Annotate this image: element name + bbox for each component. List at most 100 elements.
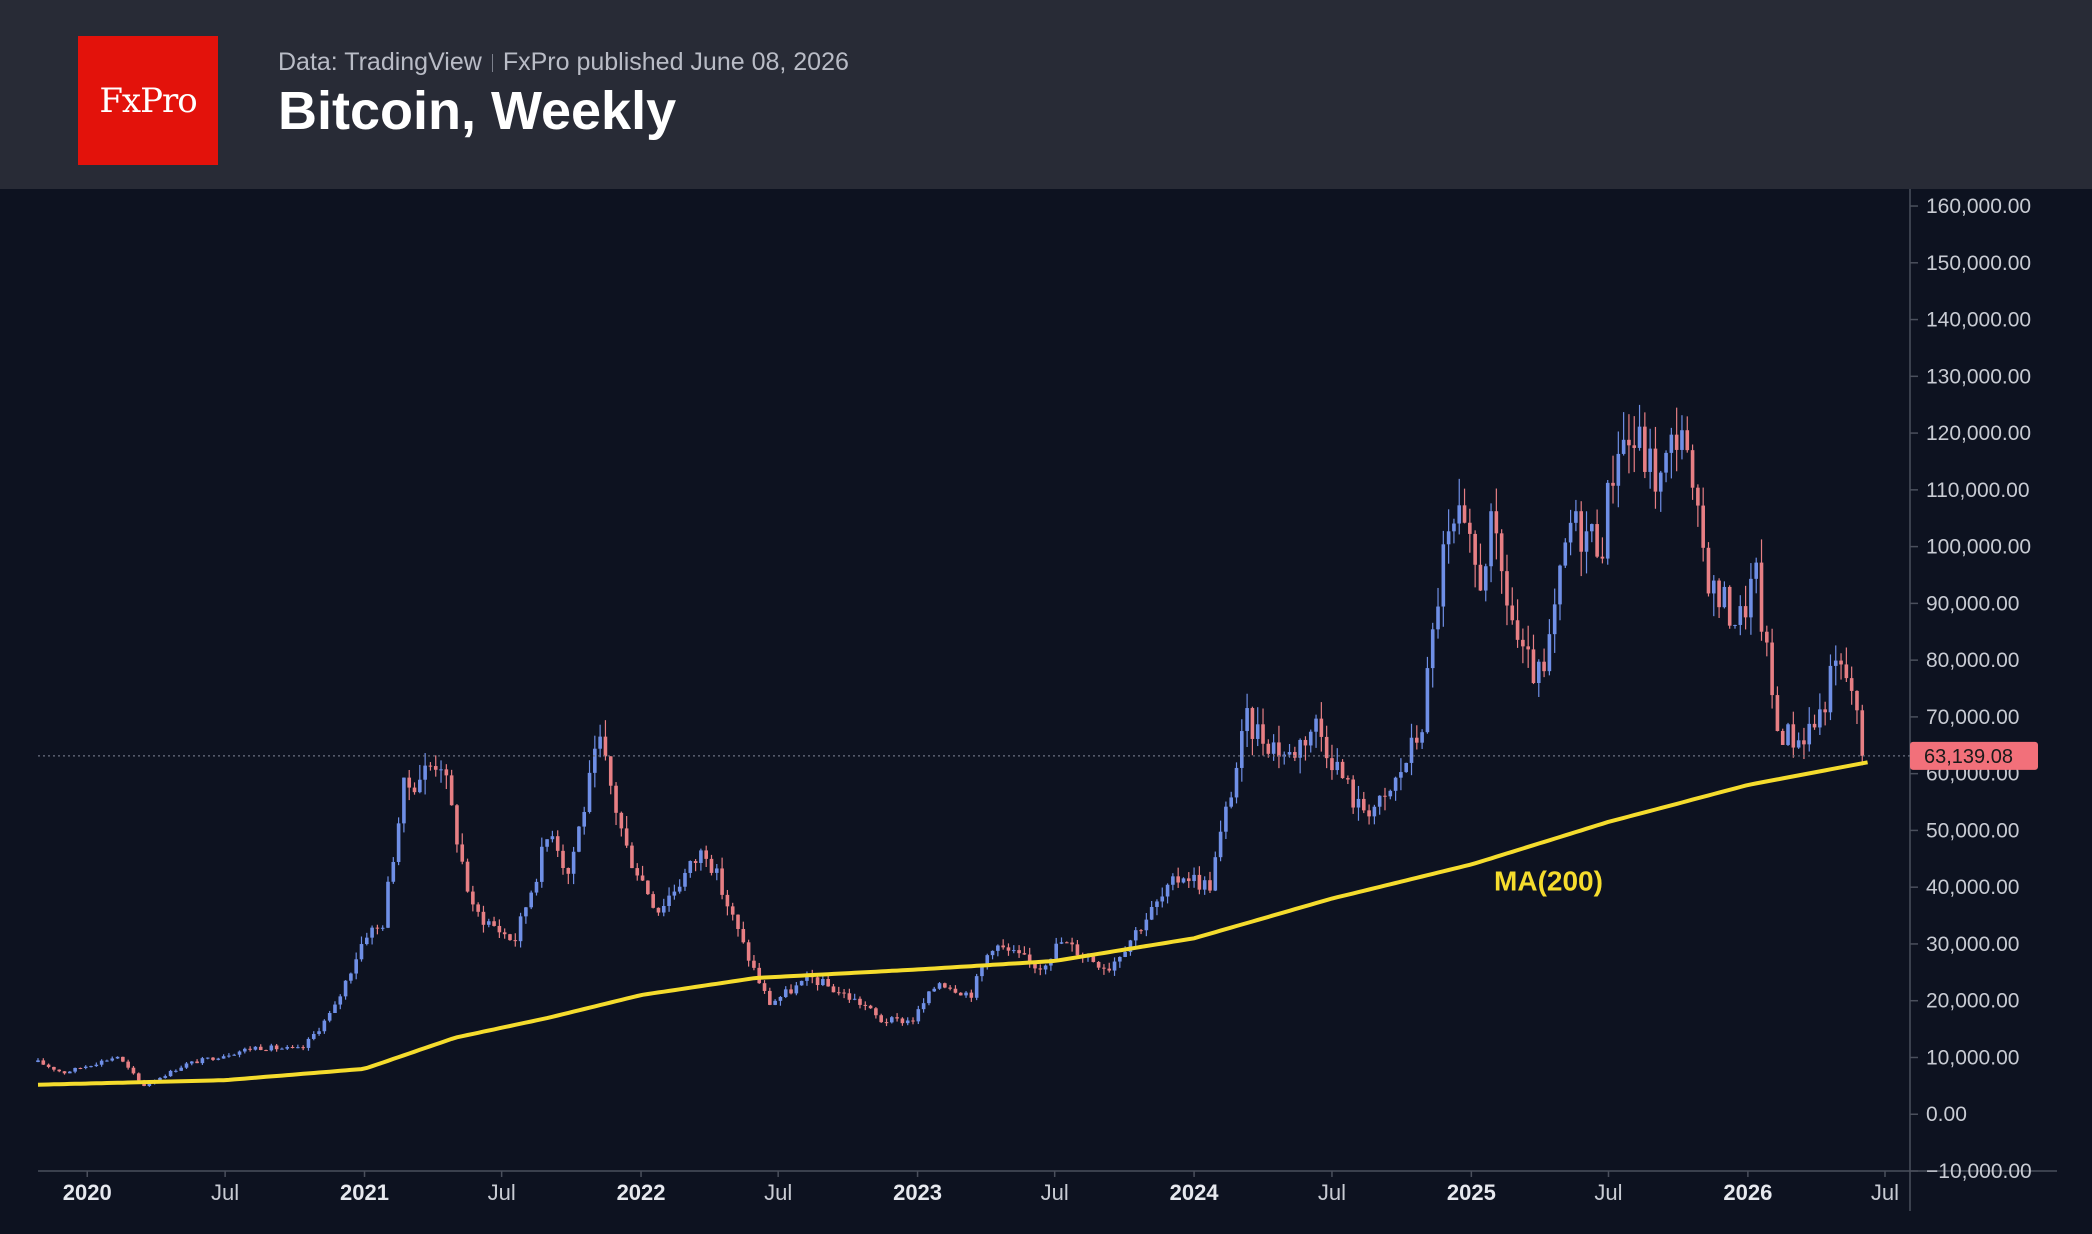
candle-body xyxy=(900,1018,905,1024)
candle xyxy=(189,1061,194,1066)
candle-body xyxy=(1335,761,1340,771)
candle xyxy=(1436,587,1440,639)
candle-body xyxy=(195,1061,199,1064)
candle xyxy=(1648,428,1652,489)
candle-body xyxy=(428,765,433,767)
candle-body xyxy=(1664,452,1668,473)
candle-body xyxy=(1658,472,1663,492)
candle-body xyxy=(905,1020,910,1024)
candle xyxy=(460,833,465,865)
candle xyxy=(232,1053,237,1056)
candle-body xyxy=(794,985,799,994)
candle xyxy=(327,1010,332,1023)
candle xyxy=(131,1066,136,1075)
candle-body xyxy=(1542,661,1546,672)
candle xyxy=(709,854,714,876)
candle xyxy=(699,848,703,871)
candle xyxy=(1229,791,1234,809)
candle xyxy=(1351,775,1355,814)
candle xyxy=(688,860,693,878)
candle-body xyxy=(1833,660,1838,666)
candle-body xyxy=(539,846,544,882)
candle-body xyxy=(1314,718,1318,732)
candle xyxy=(1181,877,1186,884)
candle xyxy=(725,889,730,916)
candle-body xyxy=(1627,439,1631,446)
candle xyxy=(1017,945,1021,958)
candle-body xyxy=(1107,968,1112,971)
candle xyxy=(110,1056,115,1062)
candle-body xyxy=(1531,649,1536,684)
candle-body xyxy=(921,1003,926,1010)
candle xyxy=(1547,619,1552,676)
candle-body xyxy=(158,1077,162,1081)
candle-body xyxy=(486,921,491,925)
candle-body xyxy=(68,1071,72,1074)
candle-body xyxy=(1547,634,1552,672)
candle-body xyxy=(863,1004,868,1006)
candle-body xyxy=(1229,797,1234,807)
candle-body xyxy=(253,1046,258,1050)
candle xyxy=(1515,599,1520,648)
candle-body xyxy=(52,1066,56,1070)
candle xyxy=(762,980,767,994)
candle xyxy=(412,782,417,795)
candle-body xyxy=(317,1031,321,1034)
candle-body xyxy=(566,868,571,874)
candle xyxy=(1240,719,1244,782)
candle-body xyxy=(847,993,852,1000)
candle-body xyxy=(168,1070,173,1077)
candle xyxy=(974,973,979,1001)
candle xyxy=(216,1057,221,1061)
candle xyxy=(868,1004,873,1009)
candle-body xyxy=(1356,798,1361,808)
candle-body xyxy=(418,779,422,793)
x-tick-label: 2023 xyxy=(893,1180,942,1205)
candle xyxy=(274,1043,279,1052)
x-tick-label: Jul xyxy=(1041,1180,1069,1205)
ma200-line xyxy=(37,760,1868,1087)
x-tick-label: 2025 xyxy=(1447,1180,1496,1205)
candle xyxy=(1706,542,1711,597)
candle xyxy=(1536,659,1541,697)
candle-body xyxy=(375,927,380,929)
candle-body xyxy=(603,736,608,757)
candle-body xyxy=(720,868,724,895)
candle-body xyxy=(1860,710,1865,756)
candle-body xyxy=(1155,901,1159,907)
candle xyxy=(1473,530,1477,588)
x-tick-label: Jul xyxy=(1594,1180,1622,1205)
candle-body xyxy=(884,1022,889,1024)
candle xyxy=(317,1027,321,1036)
candle-body xyxy=(1802,740,1806,745)
candle-body xyxy=(1770,642,1774,696)
candle-body xyxy=(269,1045,274,1051)
candle-body xyxy=(826,979,830,987)
candle-body xyxy=(773,1000,777,1005)
candle-body xyxy=(1054,943,1058,959)
candle-body xyxy=(757,967,762,984)
candle-body xyxy=(1717,580,1721,608)
candle-body xyxy=(1277,742,1281,757)
candle-body xyxy=(1308,731,1313,746)
candle xyxy=(343,980,348,1000)
x-tick-label: Jul xyxy=(211,1180,239,1205)
candle-body xyxy=(1011,950,1016,952)
candle-body xyxy=(943,983,947,988)
candle xyxy=(1489,503,1493,583)
candle-body xyxy=(423,765,427,780)
candle xyxy=(205,1057,210,1060)
candle xyxy=(900,1017,905,1026)
candle-body xyxy=(1605,482,1610,559)
candle-body xyxy=(338,996,343,1005)
candle xyxy=(831,983,836,993)
candle xyxy=(1261,708,1265,756)
x-tick-label: Jul xyxy=(764,1180,792,1205)
candle-body xyxy=(836,992,841,994)
candle xyxy=(1844,647,1849,682)
candle xyxy=(1303,736,1308,761)
source-line: Data: TradingView FxPro published June 08… xyxy=(278,48,849,77)
candle-body xyxy=(1818,709,1822,728)
candle xyxy=(115,1056,120,1059)
candle-body xyxy=(1388,790,1393,797)
